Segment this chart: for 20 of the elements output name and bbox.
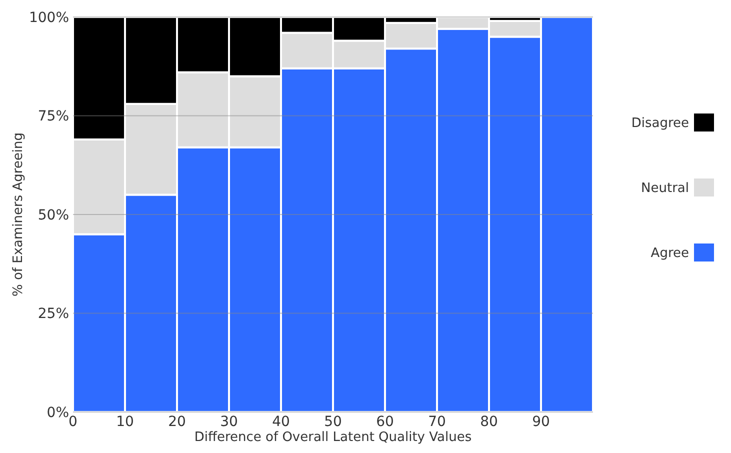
y-tick-label: 25% (38, 306, 69, 322)
y-tick-label: 0% (46, 404, 69, 421)
x-axis-title: Difference of Overall Latent Quality Values (194, 430, 472, 445)
y-axis-title: % of Examiners Agreeing (11, 132, 26, 297)
x-tick-label: 80 (480, 414, 498, 430)
x-tick-label: 20 (168, 414, 186, 430)
x-tick-label: 90 (532, 414, 550, 430)
x-tick-label: 50 (324, 414, 342, 430)
x-tick-label: 70 (428, 414, 446, 430)
x-tick-label: 40 (272, 414, 290, 430)
legend-label: Neutral (641, 181, 689, 196)
x-tick-label: 0 (68, 414, 78, 430)
legend-label: Disagree (631, 116, 689, 132)
y-tick-label: 100% (28, 10, 69, 26)
x-tick-label: 30 (220, 414, 238, 430)
x-tick-label: 60 (376, 414, 394, 430)
x-tick-label: 10 (116, 414, 134, 430)
legend-label: Agree (650, 246, 689, 262)
y-tick-label: 75% (38, 108, 69, 125)
y-tick-label: 50% (38, 207, 69, 224)
